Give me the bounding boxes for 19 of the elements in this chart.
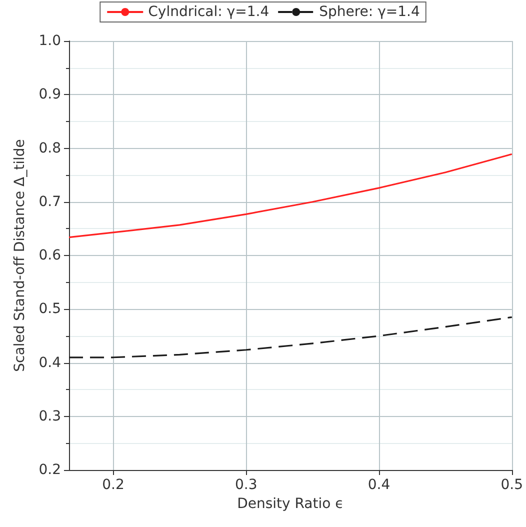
- x-tick-label: 0.3: [234, 477, 258, 493]
- y-tick-label: 0.8: [38, 140, 61, 156]
- x-tick-label: 0.5: [500, 477, 523, 493]
- y-tick-label: 0.7: [38, 194, 61, 210]
- y-tick-label: 0.3: [38, 408, 61, 424]
- y-axis-title: Scaled Stand-off Distance Δ_tilde: [12, 139, 28, 372]
- y-tick-label: 0.9: [38, 86, 61, 103]
- x-tick-label: 0.2: [102, 477, 124, 493]
- y-tick-label: 0.4: [38, 354, 62, 371]
- legend-label: Sphere: γ=1.4: [319, 4, 420, 20]
- y-tick-label: 1.0: [38, 33, 61, 49]
- y-tick-label: 0.6: [38, 248, 62, 264]
- line-series: [68, 153, 513, 238]
- legend-label: Cylndrical: γ=1.4: [148, 4, 270, 20]
- y-tick-label: 0.5: [38, 301, 61, 318]
- x-tick-label: 0.4: [368, 477, 390, 493]
- line-series: [68, 316, 513, 358]
- y-tick-label: 0.2: [38, 462, 61, 478]
- x-axis-title: Density Ratio ϵ: [237, 496, 344, 512]
